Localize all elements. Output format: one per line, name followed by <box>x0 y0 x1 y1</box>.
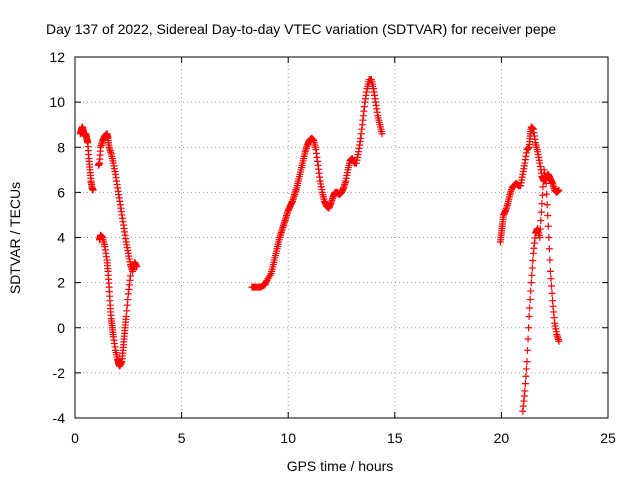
data-point <box>524 346 532 354</box>
data-point <box>555 337 563 345</box>
data-point <box>545 245 553 253</box>
data-point <box>546 267 554 275</box>
data-point <box>525 324 533 332</box>
data-point <box>126 272 134 280</box>
data-point <box>538 191 546 199</box>
y-tick-label: -2 <box>53 365 66 381</box>
data-point <box>542 179 550 187</box>
y-tick-label: -4 <box>53 410 66 426</box>
data-point <box>526 296 534 304</box>
data-point <box>133 263 141 271</box>
data-point <box>539 183 547 191</box>
data-point <box>548 289 556 297</box>
x-tick-label: 15 <box>387 430 403 446</box>
data-point <box>524 335 532 343</box>
chart-title: Day 137 of 2022, Sidereal Day-to-day VTE… <box>46 21 556 37</box>
y-tick-label: 8 <box>57 139 65 155</box>
data-point <box>522 365 530 373</box>
data-point <box>547 275 555 283</box>
data-point <box>528 271 536 279</box>
data-point <box>525 312 533 320</box>
data-point <box>529 257 537 265</box>
x-tick-label: 0 <box>71 430 79 446</box>
data-point <box>538 200 546 208</box>
data-point <box>527 279 535 287</box>
x-tick-label: 5 <box>178 430 186 446</box>
data-point <box>544 212 552 220</box>
x-tick-label: 20 <box>494 430 510 446</box>
data-point <box>537 217 545 225</box>
x-tick-label: 25 <box>600 430 616 446</box>
data-point <box>543 201 551 209</box>
series-seg4 <box>248 76 386 291</box>
data-point <box>526 304 534 312</box>
data-point <box>543 190 551 198</box>
y-tick-label: 6 <box>57 184 65 200</box>
data-point <box>521 387 529 395</box>
series-seg5 <box>496 123 563 246</box>
y-axis-title: SDTVAR / TECUs <box>7 182 23 294</box>
x-axis-title: GPS time / hours <box>287 458 394 474</box>
data-point <box>266 271 274 279</box>
data-point <box>522 372 530 380</box>
data-point <box>536 234 544 241</box>
series-seg1 <box>76 123 97 194</box>
y-tick-label: 4 <box>57 230 65 246</box>
series-seg6 <box>519 166 563 415</box>
data-point <box>548 282 556 290</box>
data-point <box>536 225 544 233</box>
data-point <box>521 380 529 388</box>
data-point <box>544 222 552 230</box>
y-tick-label: 12 <box>49 49 65 65</box>
data-point <box>528 264 536 272</box>
grid <box>75 57 608 418</box>
data-points <box>76 76 563 415</box>
y-tick-label: 2 <box>57 275 65 291</box>
data-point <box>523 358 531 366</box>
data-point <box>555 186 563 194</box>
x-tick-label: 10 <box>280 430 296 446</box>
axis-ticks: 0 5 10 15 20 25 -4 -2 0 2 4 6 8 10 12 <box>49 49 616 446</box>
data-point <box>546 256 554 264</box>
data-point <box>527 287 535 295</box>
series-seg2 <box>94 130 141 275</box>
data-point <box>89 186 97 194</box>
data-point <box>545 234 553 241</box>
data-point <box>378 130 386 138</box>
data-point <box>537 208 545 216</box>
series-seg3 <box>96 231 134 370</box>
y-tick-label: 0 <box>57 320 65 336</box>
y-tick-label: 10 <box>49 94 65 110</box>
plot-frame <box>74 56 609 419</box>
